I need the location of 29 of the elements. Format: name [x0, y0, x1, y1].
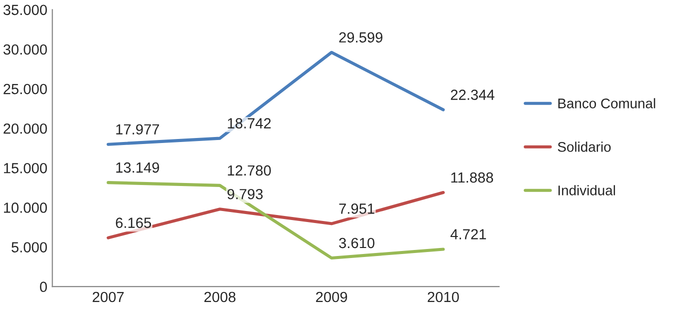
x-tick-label: 2008: [204, 292, 236, 302]
data-label: 29.599: [339, 32, 382, 43]
y-tick-label: 5.000: [12, 242, 47, 252]
legend-label: Banco Comunal: [558, 98, 656, 108]
x-tick-label: 2010: [428, 292, 459, 302]
data-label: 18.742: [228, 118, 271, 128]
data-label: 6.165: [116, 218, 152, 228]
y-tick-label: 0: [40, 282, 47, 292]
data-label: 13.149: [116, 162, 160, 173]
legend-label: Solidario: [558, 142, 611, 152]
y-tick-label: 35.000: [3, 4, 47, 16]
y-tick-label: 10.000: [4, 202, 47, 213]
line-series: [106, 181, 445, 260]
data-label: 11.888: [451, 172, 494, 183]
x-tick-label: 2009: [316, 292, 348, 302]
line-series: [106, 50, 445, 146]
x-tick-label: 2007: [92, 292, 124, 302]
y-tick-label: 15.000: [4, 163, 47, 174]
data-label: 17.977: [116, 124, 160, 135]
data-label: 12.780: [228, 165, 271, 176]
y-tick-label: 30.000: [3, 44, 47, 55]
data-label: 4.721: [450, 229, 486, 240]
y-tick-label: 25.000: [4, 84, 47, 94]
legend-label: Individual: [558, 185, 615, 196]
y-tick-label: 20.000: [4, 123, 47, 134]
data-label: 3.610: [339, 238, 374, 248]
data-label: 7.951: [339, 204, 374, 214]
data-label: 9.793: [228, 188, 263, 200]
data-label: 22.344: [450, 90, 494, 100]
